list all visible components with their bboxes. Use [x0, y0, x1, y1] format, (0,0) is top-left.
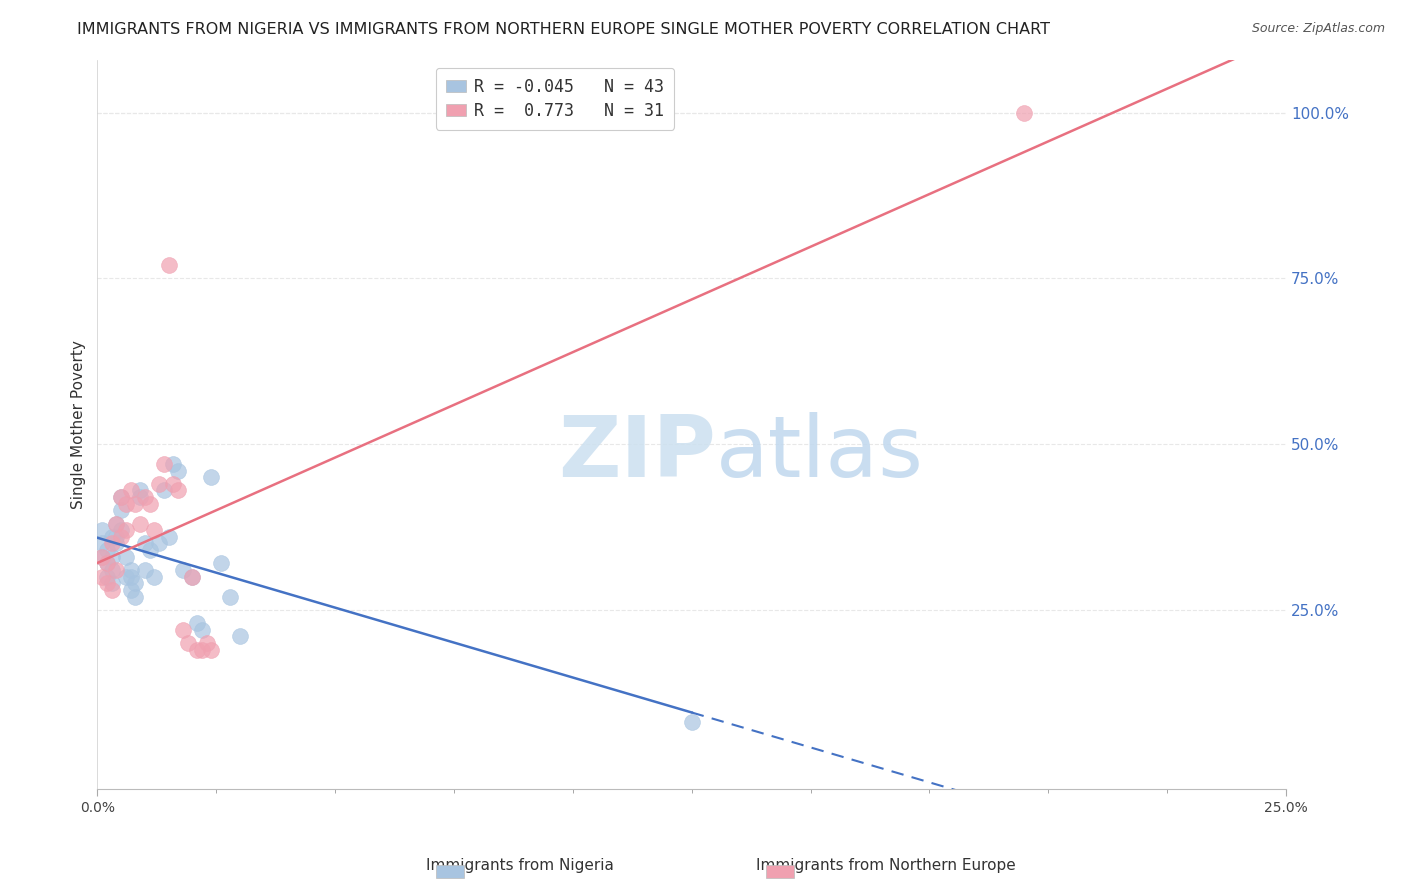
Point — [134, 536, 156, 550]
Point — [191, 642, 214, 657]
Point — [115, 523, 138, 537]
Point — [100, 582, 122, 597]
Point — [105, 563, 128, 577]
Point — [148, 476, 170, 491]
Point — [96, 569, 118, 583]
Text: atlas: atlas — [716, 412, 924, 495]
Point — [176, 636, 198, 650]
Point — [105, 536, 128, 550]
Point — [172, 623, 194, 637]
Y-axis label: Single Mother Poverty: Single Mother Poverty — [72, 340, 86, 508]
Point — [681, 715, 703, 730]
Point — [129, 516, 152, 531]
Point — [120, 563, 142, 577]
Point — [129, 490, 152, 504]
Point — [195, 636, 218, 650]
Point — [91, 536, 114, 550]
Point — [134, 563, 156, 577]
Point — [115, 497, 138, 511]
Point — [138, 497, 160, 511]
Point — [100, 576, 122, 591]
Point — [186, 615, 208, 630]
Point — [124, 497, 146, 511]
Point — [1014, 105, 1036, 120]
Point — [120, 483, 142, 498]
Text: IMMIGRANTS FROM NIGERIA VS IMMIGRANTS FROM NORTHERN EUROPE SINGLE MOTHER POVERTY: IMMIGRANTS FROM NIGERIA VS IMMIGRANTS FR… — [77, 22, 1050, 37]
Point — [100, 549, 122, 564]
Point — [105, 516, 128, 531]
Point — [172, 563, 194, 577]
Point — [181, 569, 204, 583]
Point — [162, 457, 184, 471]
Point — [91, 569, 114, 583]
Point — [110, 490, 132, 504]
Point — [219, 590, 242, 604]
Point — [96, 557, 118, 571]
Point — [138, 543, 160, 558]
Point — [124, 590, 146, 604]
Point — [143, 523, 166, 537]
Point — [91, 549, 114, 564]
Point — [209, 557, 232, 571]
Point — [120, 582, 142, 597]
Text: Immigrants from Northern Europe: Immigrants from Northern Europe — [756, 858, 1015, 872]
Point — [110, 530, 132, 544]
Point — [110, 523, 132, 537]
Point — [129, 483, 152, 498]
Point — [91, 549, 114, 564]
Point — [100, 563, 122, 577]
Point — [96, 557, 118, 571]
Point — [124, 576, 146, 591]
Point — [96, 543, 118, 558]
Point — [200, 642, 222, 657]
Point — [100, 530, 122, 544]
Point — [162, 476, 184, 491]
Point — [186, 642, 208, 657]
Point — [100, 536, 122, 550]
Point — [148, 536, 170, 550]
Point — [96, 576, 118, 591]
Point — [200, 470, 222, 484]
Text: ZIP: ZIP — [558, 412, 716, 495]
Point — [153, 457, 176, 471]
Point — [157, 258, 180, 272]
Point — [167, 483, 190, 498]
Point — [115, 549, 138, 564]
Text: Immigrants from Nigeria: Immigrants from Nigeria — [426, 858, 614, 872]
Point — [110, 490, 132, 504]
Point — [191, 623, 214, 637]
Point — [91, 523, 114, 537]
Point — [110, 503, 132, 517]
Point — [115, 569, 138, 583]
Point — [105, 516, 128, 531]
Legend: R = -0.045   N = 43, R =  0.773   N = 31: R = -0.045 N = 43, R = 0.773 N = 31 — [436, 68, 673, 129]
Point — [120, 569, 142, 583]
Point — [167, 464, 190, 478]
Point — [153, 483, 176, 498]
Point — [157, 530, 180, 544]
Point — [105, 530, 128, 544]
Text: Source: ZipAtlas.com: Source: ZipAtlas.com — [1251, 22, 1385, 36]
Point — [143, 569, 166, 583]
Point — [134, 490, 156, 504]
Point — [181, 569, 204, 583]
Point — [229, 629, 252, 643]
